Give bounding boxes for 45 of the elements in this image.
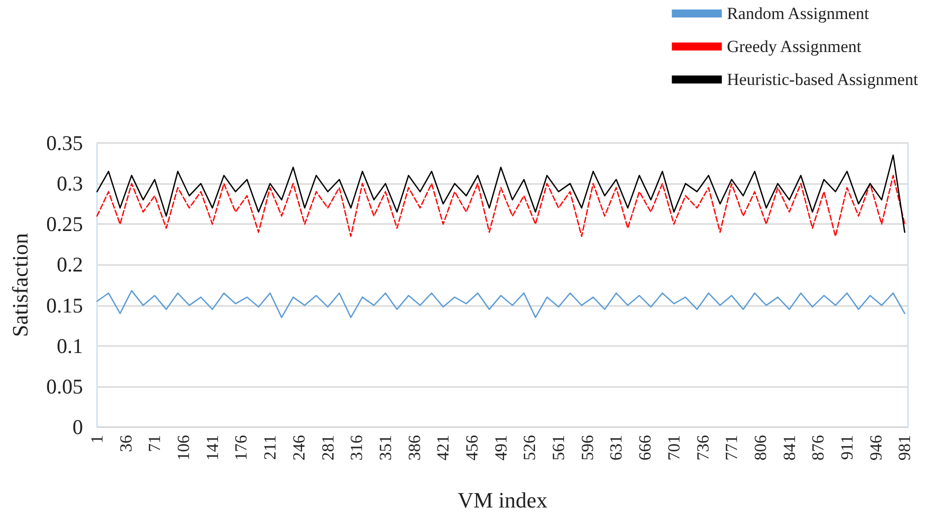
x-tick-label: 526 (520, 435, 540, 460)
x-tick-label: 316 (347, 435, 366, 460)
x-tick-label: 736 (693, 435, 712, 460)
x-tick-label: 771 (722, 435, 742, 460)
x-tick-label: 841 (780, 435, 799, 460)
x-tick-label: 561 (549, 435, 568, 460)
y-tick-label: 0.1 (56, 334, 83, 358)
x-tick-label: 36 (116, 435, 136, 452)
legend-label: Greedy Assignment (726, 37, 862, 56)
legend-label: Heuristic-based Assignment (726, 70, 918, 89)
line-series (96, 290, 906, 318)
x-tick-label: 981 (895, 435, 914, 460)
y-tick-label: 0.3 (56, 172, 83, 196)
x-tick-label: 456 (462, 435, 482, 460)
x-tick-label: 351 (376, 435, 395, 460)
x-tick-label: 176 (232, 435, 251, 460)
y-tick-label: 0.05 (46, 374, 83, 398)
x-tick-label: 876 (808, 435, 828, 460)
x-tick-label: 596 (578, 435, 597, 460)
x-tick-label: 281 (318, 435, 338, 460)
x-tick-label: 666 (636, 435, 655, 460)
x-tick-label: 141 (202, 435, 222, 460)
x-tick-label: 246 (289, 435, 308, 460)
x-tick-label: 806 (750, 435, 770, 460)
y-tick-label: 0.15 (46, 293, 83, 318)
y-axis-title: Satisfaction (8, 233, 32, 337)
x-tick-label: 386 (404, 435, 424, 460)
x-tick-label: 946 (866, 435, 886, 460)
x-axis-title: VM index (458, 488, 548, 512)
x-tick-label: 491 (491, 435, 510, 460)
y-tick-label: 0.25 (46, 212, 83, 236)
x-tick-label: 106 (174, 435, 194, 460)
x-tick-label: 1 (88, 435, 106, 444)
x-tick-label: 421 (434, 435, 453, 460)
y-tick-label: 0.35 (46, 131, 83, 155)
line-series (96, 154, 906, 233)
x-tick-label: 211 (260, 435, 280, 460)
x-tick-label: 71 (145, 435, 164, 452)
y-tick-label: 0.2 (56, 252, 83, 277)
x-tick-label: 911 (838, 435, 857, 460)
x-tick-label: 701 (664, 435, 684, 460)
y-tick-label: 0 (72, 415, 83, 439)
legend-label: Random Assignment (726, 4, 870, 23)
line-series (96, 174, 906, 237)
x-tick-label: 631 (606, 435, 626, 460)
